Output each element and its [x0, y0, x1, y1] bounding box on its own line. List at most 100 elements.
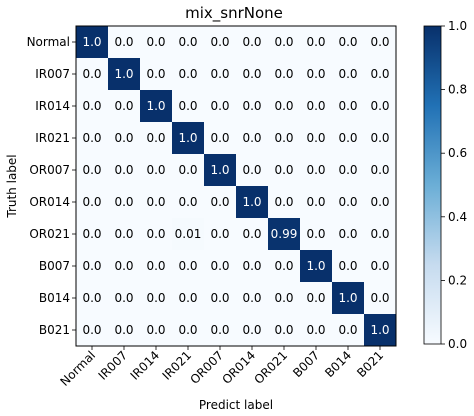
heatmap-cell — [300, 26, 332, 58]
cell-value-label: 0.0 — [370, 35, 389, 49]
cell-value-label: 0.0 — [370, 195, 389, 209]
cell-value-label: 0.0 — [338, 99, 357, 113]
heatmap-cell — [300, 282, 332, 314]
cell-value-label: 1.0 — [82, 35, 101, 49]
cell-value-label: 0.0 — [338, 323, 357, 337]
y-tick-label: B014 — [39, 291, 70, 305]
heatmap-cell — [364, 314, 396, 346]
cell-value-label: 1.0 — [338, 291, 357, 305]
heatmap-cell — [300, 58, 332, 90]
heatmap-cell — [172, 58, 204, 90]
cell-value-label: 0.0 — [178, 323, 197, 337]
cell-value-label: 0.0 — [370, 131, 389, 145]
y-tick-labels: Normal IR007 IR014 IR021 OR007 OR014 OR021 B007… — [27, 35, 76, 337]
cell-value-label: 0.0 — [114, 163, 133, 177]
cell-value-label: 0.0 — [242, 163, 261, 177]
cell-value-label: 0.0 — [338, 131, 357, 145]
heatmap-cell — [236, 58, 268, 90]
cell-value-label: 0.0 — [146, 131, 165, 145]
x-tick-label: B021 — [354, 348, 386, 380]
cell-value-label: 0.0 — [242, 227, 261, 241]
cell-value-label: 0.0 — [370, 99, 389, 113]
cell-value-label: 0.0 — [242, 131, 261, 145]
heatmap-cell — [268, 314, 300, 346]
heatmap-cell — [364, 154, 396, 186]
heatmap-cell — [172, 250, 204, 282]
heatmap-cell — [108, 186, 140, 218]
heatmap-cell — [108, 314, 140, 346]
cell-value-label: 0.0 — [338, 67, 357, 81]
heatmap-cell — [204, 58, 236, 90]
colorbar-tick-label: 0.2 — [448, 273, 467, 287]
cell-value-label: 1.0 — [146, 99, 165, 113]
heatmap-cell — [332, 154, 364, 186]
cell-value-label: 0.0 — [274, 163, 293, 177]
cell-value-label: 0.0 — [82, 323, 101, 337]
cell-value-label: 0.0 — [370, 67, 389, 81]
heatmap-cell — [236, 26, 268, 58]
cell-value-label: 0.0 — [82, 131, 101, 145]
heatmap-cell — [108, 282, 140, 314]
heatmap-cell — [300, 90, 332, 122]
heatmap-cell — [140, 154, 172, 186]
chart-title: mix_snrNone — [185, 4, 283, 23]
heatmap-cell — [140, 250, 172, 282]
heatmap-cell — [76, 26, 108, 58]
heatmap-cell — [108, 218, 140, 250]
cell-value-label: 1.0 — [370, 323, 389, 337]
heatmap-cell — [268, 90, 300, 122]
heatmap-cell — [108, 26, 140, 58]
heatmap-cell — [300, 154, 332, 186]
heatmap-cells — [76, 26, 396, 346]
heatmap-cell — [108, 58, 140, 90]
y-tick-label: OR021 — [29, 227, 70, 241]
cell-value-label: 0.0 — [242, 291, 261, 305]
y-tick-label: IR014 — [35, 99, 70, 113]
cell-value-label: 0.0 — [338, 35, 357, 49]
cell-value-label: 0.0 — [274, 35, 293, 49]
heatmap-cell — [204, 250, 236, 282]
heatmap-cell — [268, 26, 300, 58]
y-tick-label: B007 — [39, 259, 70, 273]
heatmap-cell — [76, 314, 108, 346]
heatmap-cell — [140, 314, 172, 346]
colorbar-tick-label: 0.6 — [448, 146, 467, 160]
cell-value-label: 0.0 — [274, 99, 293, 113]
cell-value-label: 0.0 — [114, 227, 133, 241]
heatmap-cell — [108, 122, 140, 154]
cell-value-label: 0.0 — [306, 67, 325, 81]
cell-value-label: 0.0 — [210, 291, 229, 305]
cell-value-label: 0.0 — [146, 163, 165, 177]
cell-value-label: 1.0 — [242, 195, 261, 209]
heatmap-cell — [332, 58, 364, 90]
heatmap-cell — [172, 186, 204, 218]
heatmap-cell — [204, 154, 236, 186]
heatmap-cell — [76, 218, 108, 250]
cell-value-label: 0.0 — [274, 259, 293, 273]
heatmap-cell — [236, 154, 268, 186]
colorbar — [423, 25, 442, 345]
heatmap-cell — [236, 90, 268, 122]
cell-value-label: 0.0 — [114, 323, 133, 337]
cell-value-label: 0.0 — [178, 35, 197, 49]
cell-value-label: 0.0 — [242, 67, 261, 81]
cell-value-label: 0.0 — [306, 323, 325, 337]
heatmap-cell — [268, 122, 300, 154]
heatmap-cell — [300, 122, 332, 154]
cell-value-label: 0.0 — [82, 227, 101, 241]
heatmap-cell — [172, 90, 204, 122]
heatmap-cell — [76, 282, 108, 314]
heatmap-cell — [268, 186, 300, 218]
cell-value-label: 0.0 — [274, 131, 293, 145]
heatmap-cell — [268, 58, 300, 90]
cell-value-label: 0.0 — [146, 227, 165, 241]
plot-frame — [75, 25, 397, 347]
cell-value-label: 0.0 — [306, 227, 325, 241]
y-tick-label: B021 — [39, 323, 70, 337]
cell-value-label: 0.0 — [306, 195, 325, 209]
cell-value-label: 1.0 — [306, 259, 325, 273]
cell-value-label: 0.0 — [210, 35, 229, 49]
heatmap-cell — [76, 250, 108, 282]
cell-value-label: 0.0 — [82, 195, 101, 209]
